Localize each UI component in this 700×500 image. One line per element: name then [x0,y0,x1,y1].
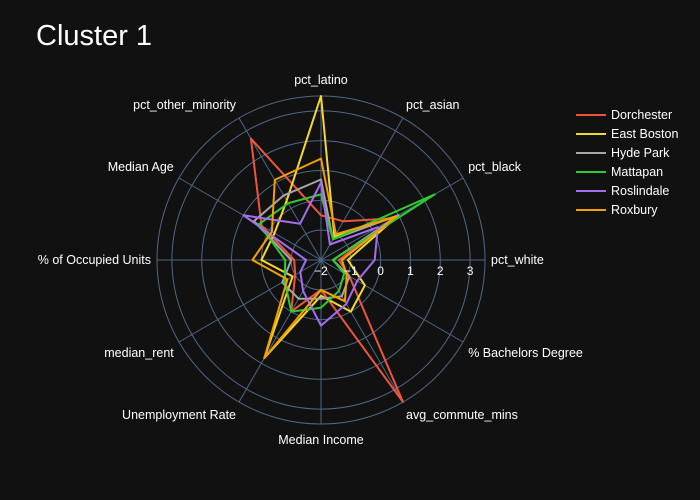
radial-tick-label: 0 [377,264,384,278]
axis-label-pct-other-minority: pct_other_minority [133,98,237,112]
legend-item-hyde-park[interactable]: Hyde Park [576,143,678,162]
grid-spoke [178,259,322,343]
grid-spoke [238,259,322,403]
legend-item-dorchester[interactable]: Dorchester [576,105,678,124]
axis-label-median-age: Median Age [108,160,174,174]
legend-item-roslindale[interactable]: Roslindale [576,181,678,200]
axis-label--of-occupied-units: % of Occupied Units [38,253,151,267]
series-east-boston[interactable] [260,95,400,360]
radial-tick-label: 3 [467,264,474,278]
radial-tick-label: −1 [344,264,358,278]
series-dorchester[interactable] [249,137,404,403]
legend-label: Hyde Park [611,145,670,160]
radial-tick-label: 1 [407,264,414,278]
axis-label-unemployment-rate: Unemployment Rate [122,408,236,422]
axis-label-avg-commute-mins: avg_commute_mins [406,408,518,422]
legend-swatch [576,113,606,116]
legend: Dorchester East Boston Hyde Park Mattapan Ro… [576,105,678,219]
radial-tick-label: −2 [314,264,328,278]
legend-label: Roxbury [611,202,658,217]
axis-label-pct-black: pct_black [468,160,522,174]
radar-labels: −2 −1 0 1 2 3 pct_white pct_black pct_asian pct_l… [38,73,583,447]
series-roslindale[interactable] [242,181,379,327]
radar-series [242,95,436,403]
legend-label: East Boston [611,126,679,141]
axis-label-pct-white: pct_white [491,253,544,267]
grid-spoke [320,259,404,403]
axis-label-pct-latino: pct_latino [294,73,348,87]
legend-swatch [576,208,606,211]
axis-label-pct-asian: pct_asian [406,98,460,112]
chart-title: Cluster 1 [36,20,153,52]
legend-swatch [576,189,606,192]
axis-label--bachelors-degree: % Bachelors Degree [468,346,583,360]
series-mattapan[interactable] [258,193,436,313]
legend-item-roxbury[interactable]: Roxbury [576,200,678,219]
radial-tick-label: 2 [437,264,444,278]
legend-item-mattapan[interactable]: Mattapan [576,162,678,181]
legend-label: Roslindale [611,183,670,198]
legend-label: Mattapan [611,164,664,179]
legend-label: Dorchester [611,107,673,122]
legend-item-east-boston[interactable]: East Boston [576,124,678,143]
series-roxbury[interactable] [251,157,397,360]
axis-label-median-rent: median_rent [104,346,174,360]
legend-swatch [576,151,606,154]
axis-label-median-income: Median Income [278,433,364,447]
legend-swatch [576,170,606,173]
legend-swatch [576,132,606,135]
radar-grid [156,95,486,425]
